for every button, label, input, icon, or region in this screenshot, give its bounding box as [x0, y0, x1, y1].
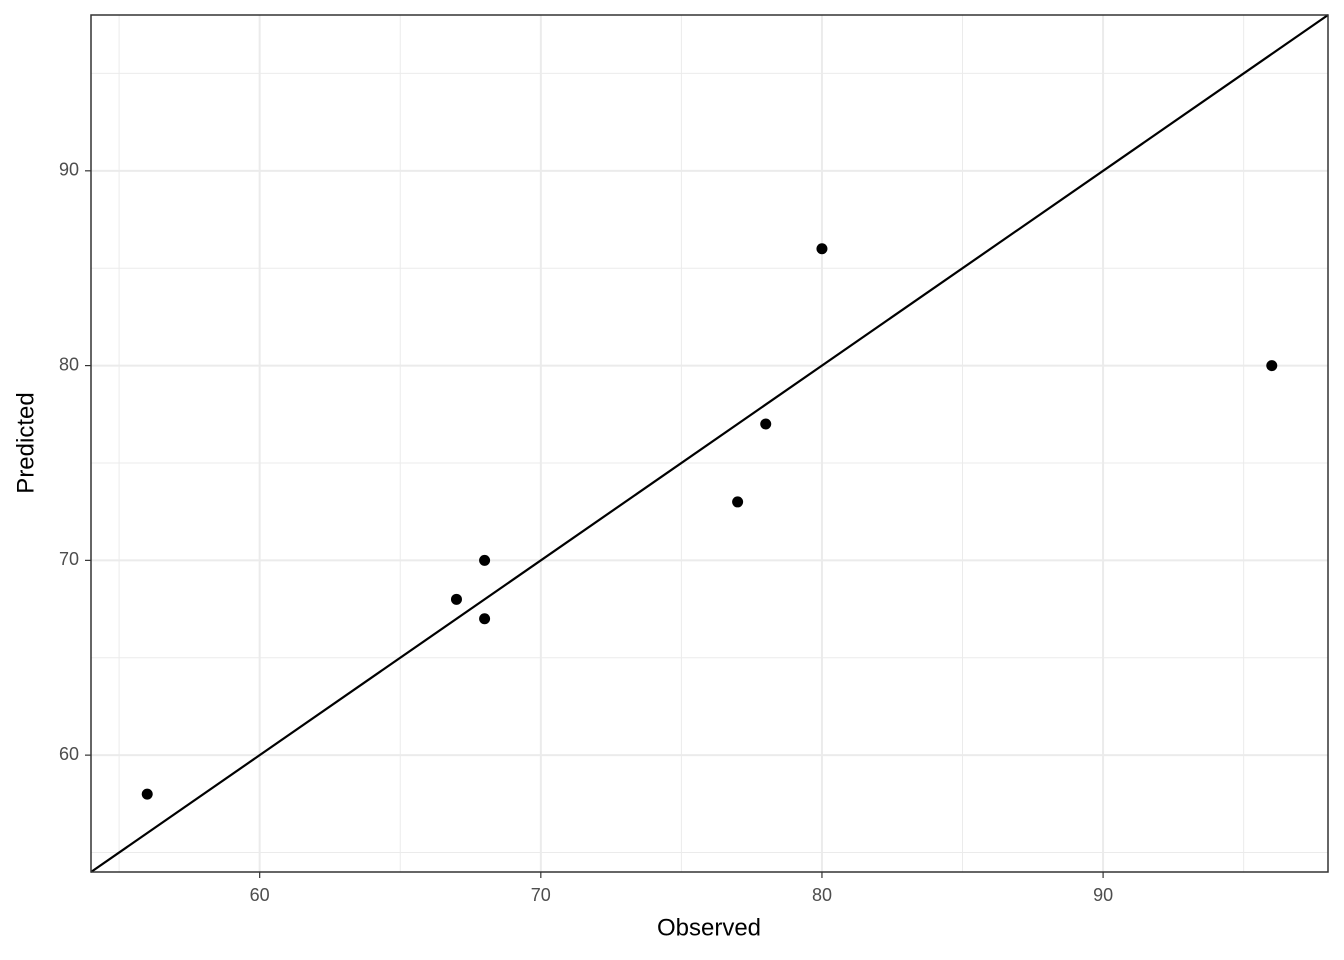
x-tick-label: 90	[1093, 885, 1113, 905]
point	[141, 788, 153, 800]
x-tick-label: 60	[250, 885, 270, 905]
x-axis-title: Observed	[657, 914, 761, 941]
y-tick-label: 60	[59, 744, 79, 764]
panel-border	[90, 14, 1329, 873]
identity-line	[90, 14, 1329, 873]
y-tick-label: 70	[59, 549, 79, 569]
point	[479, 613, 491, 625]
point	[479, 554, 491, 566]
y-axis-title: Predicted	[12, 392, 39, 493]
y-tick-label: 80	[59, 354, 79, 374]
point	[760, 418, 772, 430]
x-tick-label: 80	[812, 885, 832, 905]
x-tick-label: 70	[531, 885, 551, 905]
point	[1266, 360, 1278, 372]
y-tick-label: 90	[59, 160, 79, 180]
point	[816, 243, 828, 255]
point	[732, 496, 744, 508]
point	[450, 593, 462, 605]
